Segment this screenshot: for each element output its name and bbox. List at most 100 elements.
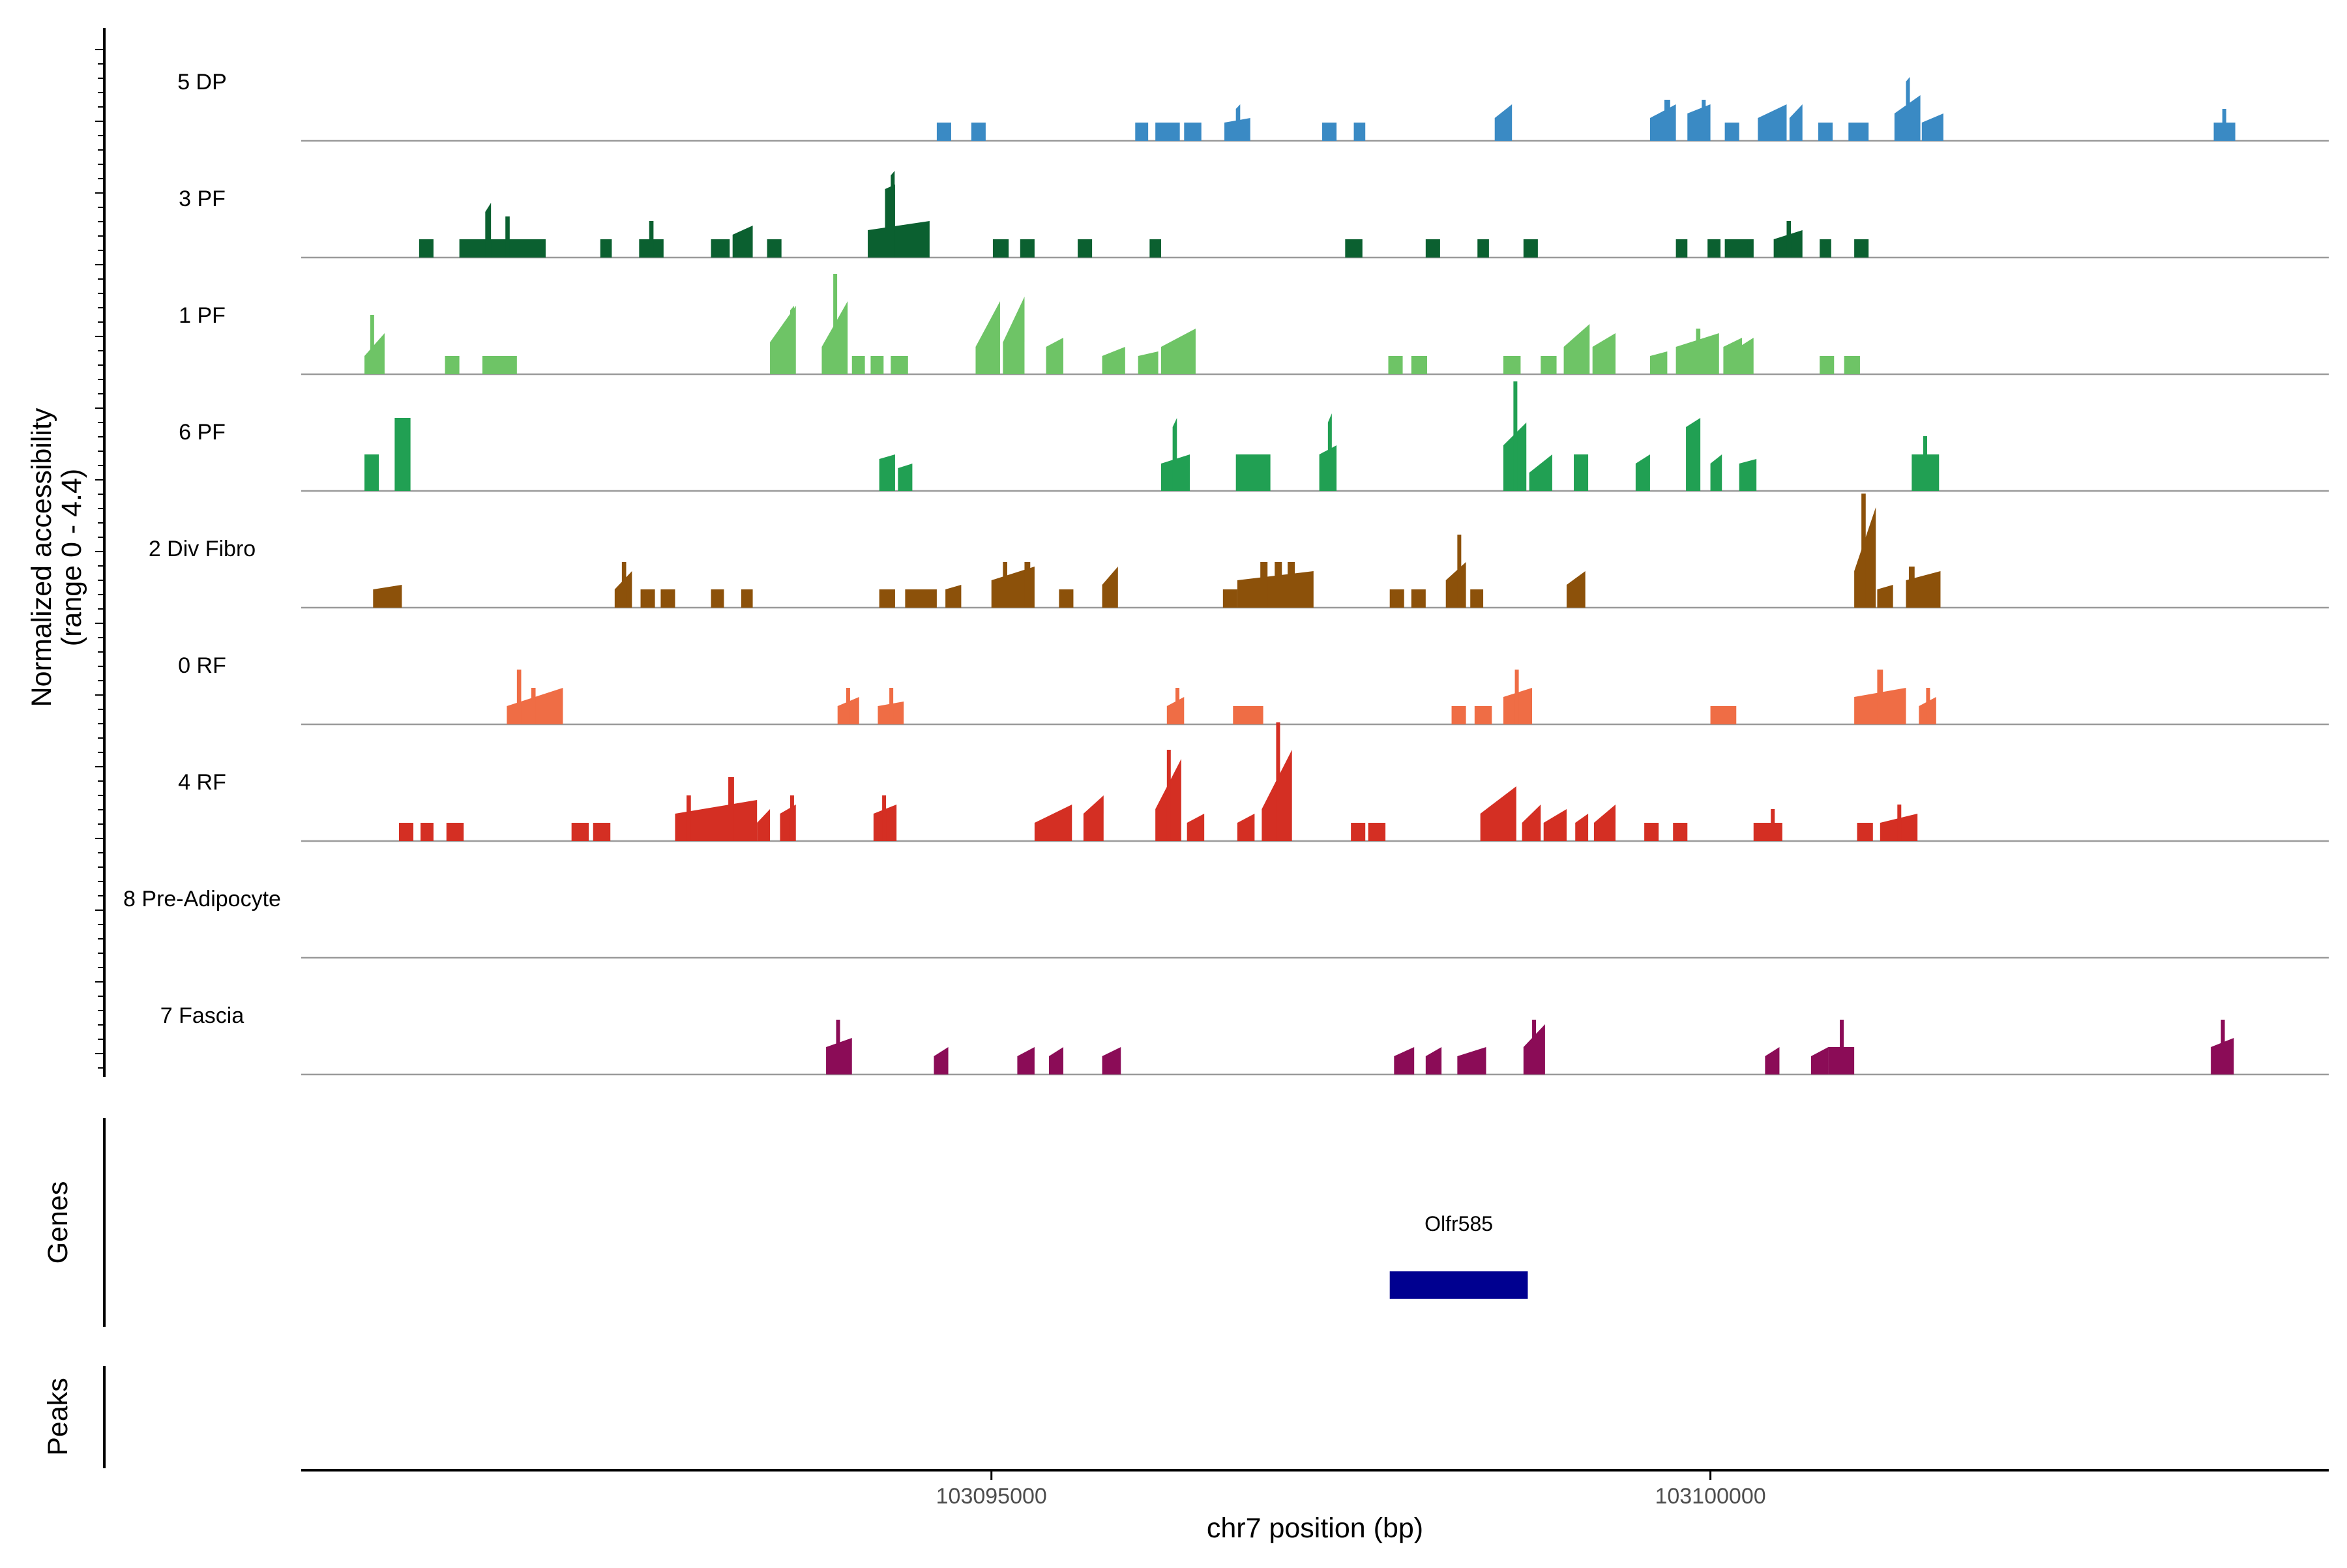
track-label: 3 PF: [179, 186, 226, 211]
coverage-peak: [516, 670, 522, 724]
coverage-peak: [1288, 562, 1295, 608]
coverage-peak: [1529, 454, 1552, 491]
coverage-peak: [1771, 809, 1775, 841]
coverage-peak: [945, 585, 962, 608]
coverage-peak: [649, 221, 654, 258]
coverage-peak: [1635, 454, 1650, 491]
coverage-peak: [1425, 1047, 1442, 1074]
coverage-peak: [1351, 823, 1366, 841]
coverage-peak: [398, 823, 414, 841]
coverage-peak: [879, 589, 895, 608]
coverage-peak: [1046, 338, 1064, 374]
coverage-peak: [936, 123, 951, 141]
coverage-peak: [1810, 1047, 1829, 1074]
coverage-peak: [485, 203, 492, 258]
coverage-peak: [1411, 589, 1426, 608]
coverage-peak: [1592, 333, 1616, 374]
coverage-peak: [1921, 113, 1943, 141]
coverage-peak: [1758, 104, 1787, 141]
coverage-peak: [364, 454, 379, 491]
coverage-peak: [1175, 688, 1180, 724]
y-axis-label-line1: Normalized accessibility: [26, 407, 57, 707]
peaks-track-label: Peaks: [42, 1378, 74, 1456]
coverage-peak: [1566, 571, 1586, 608]
coverage-peak: [1739, 459, 1757, 491]
coverage-peak: [790, 306, 794, 374]
coverage-peak: [991, 567, 1035, 608]
coverage-peak: [891, 171, 895, 258]
coverage-peak: [1702, 100, 1706, 141]
coverage-peak: [1457, 535, 1462, 608]
coverage-peak: [1820, 356, 1835, 374]
coverage-peak: [482, 356, 517, 374]
coverage-peak: [1854, 239, 1869, 258]
x-tick-label: 103100000: [1655, 1484, 1765, 1509]
coverage-peak: [1477, 239, 1489, 258]
coverage-peak: [370, 315, 374, 374]
coverage-peak: [757, 809, 771, 841]
coverage-peak: [1353, 123, 1366, 141]
coverage-peak: [1857, 823, 1873, 841]
coverage-peak: [770, 306, 796, 374]
track-label: 4 RF: [178, 770, 226, 795]
coverage-peak: [1923, 436, 1927, 491]
coverage-peak: [1673, 823, 1688, 841]
coverage-peak: [1848, 123, 1869, 141]
coverage-peak: [1345, 239, 1363, 258]
coverage-peak: [1765, 1047, 1780, 1074]
coverage-peak: [675, 800, 758, 841]
coverage-peak: [1017, 1047, 1035, 1074]
coverage-peak: [1260, 562, 1268, 608]
y-axis-label-line2: (range 0 - 4.4): [56, 469, 87, 646]
track-2-div-fibro: 2 Div Fibro: [149, 494, 2329, 609]
coverage-peak: [2221, 1020, 2225, 1074]
coverage-peak: [1149, 239, 1161, 258]
coverage-peak: [621, 562, 627, 608]
coverage-peak: [833, 274, 838, 374]
track-1-pf: 1 PF: [179, 274, 2329, 376]
track-label: 2 Div Fibro: [149, 537, 256, 561]
x-tick-label: 103095000: [936, 1484, 1047, 1509]
coverage-peak: [1020, 239, 1035, 258]
coverage-peak: [1541, 356, 1557, 374]
coverage-peak: [975, 301, 1000, 374]
coverage-peak: [660, 589, 675, 608]
coverage-peak: [1818, 123, 1833, 141]
coverage-peak: [1574, 454, 1589, 491]
coverage-peak: [1877, 585, 1893, 608]
coverage-peak: [1160, 329, 1196, 374]
coverage-peak: [1083, 795, 1104, 841]
coverage-peak: [889, 688, 894, 724]
coverage-peak: [1696, 329, 1701, 374]
track-label: 1 PF: [179, 303, 226, 328]
coverage-peak: [741, 589, 753, 608]
coverage-peak: [1237, 814, 1255, 841]
coverage-peak: [891, 356, 908, 374]
track-3-pf: 3 PF: [179, 171, 2329, 259]
track-label: 5 DP: [177, 70, 227, 95]
coverage-peak: [505, 216, 510, 258]
track-5-dp: 5 DP: [177, 70, 2329, 142]
coverage-peak: [1368, 823, 1386, 841]
coverage-peak: [1908, 567, 1915, 608]
coverage-peak: [1563, 324, 1590, 374]
coverage-peak: [1184, 123, 1202, 141]
coverage-peak: [1235, 104, 1241, 141]
coverage-peak: [1664, 100, 1670, 141]
coverage-peak: [1457, 1047, 1486, 1074]
x-axis-label: chr7 position (bp): [1207, 1513, 1423, 1544]
track-8-pre-adipocyte: 8 Pre-Adipocyte: [123, 887, 2329, 959]
coverage-peak: [934, 1047, 949, 1074]
coverage-peak: [571, 823, 589, 841]
coverage-peak: [1877, 670, 1883, 724]
coverage-peak: [1503, 356, 1521, 374]
coverage-peak: [1388, 356, 1403, 374]
coverage-peak: [1187, 814, 1205, 841]
coverage-peak: [1102, 347, 1125, 374]
coverage-peak: [1593, 805, 1616, 841]
coverage-peak: [1724, 123, 1739, 141]
coverage-peak: [1649, 351, 1668, 374]
x-axis-ticks: 103095000 103100000: [936, 1470, 1766, 1509]
coverage-peak: [1138, 351, 1159, 374]
